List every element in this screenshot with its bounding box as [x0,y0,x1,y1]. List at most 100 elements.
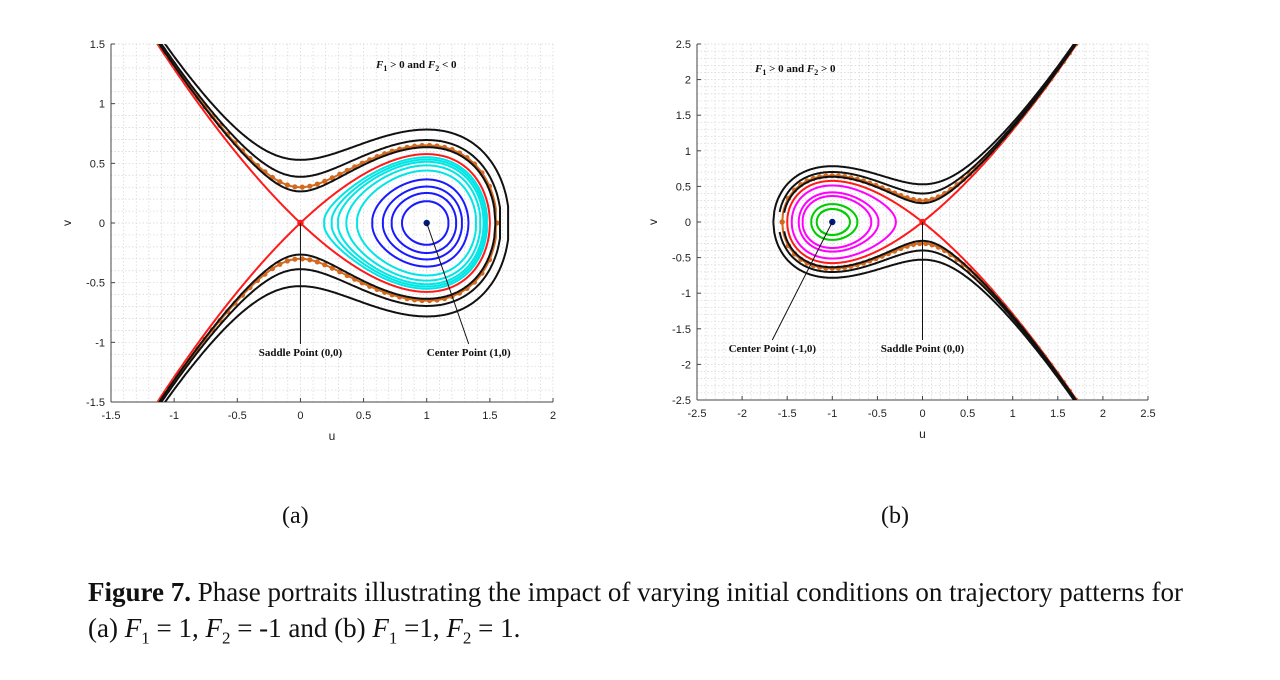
trajectory-marker [322,262,328,268]
trajectory-marker [1142,505,1147,510]
separatrix-loop [298,153,491,293]
closed-orbit [330,158,487,288]
y-tick-label: 1 [99,99,105,111]
phase-portrait-b: -2.5 -2 -1.5 -1 -0.5 0 0.5 1 1.5 2 2.5 -2.5 -2 -1.5 -1… [646,4,1156,521]
annotation-leader [426,222,470,345]
x-tick-label: -1 [169,410,179,422]
closed-orbit [371,178,470,268]
trajectory-marker [1104,444,1109,449]
y-tick-label: 1.5 [90,39,105,51]
x-tick-label: -2.5 [688,408,707,420]
trajectory-marker [1086,23,1091,28]
closed-orbit [390,192,458,254]
y-tick-label: -0.5 [86,278,105,290]
trajectory-marker [150,31,155,36]
y-tick-label: -1.5 [86,397,105,409]
x-tick-label: 0 [919,408,925,420]
x-tick-label: 1 [1010,408,1016,420]
trajectory-marker [1123,474,1128,479]
trajectory-marker [1092,425,1097,430]
closed-orbit [337,160,485,286]
trajectory-marker [1148,516,1153,521]
trajectory-marker [75,533,80,538]
trajectory-marker [1129,484,1134,489]
marker-group [75,8,500,538]
outer-trajectory [772,44,1076,400]
annotation-leader [771,221,833,341]
x-tick-label: 0.5 [356,410,371,422]
figure-charts: -1.5 -1 -0.5 0 0.5 1 1.5 2 -1.5 -1 -0.5 0 0.5 1 1.5 u v F… [60,4,1156,538]
trajectory-marker [90,507,95,512]
critical-point-label: Saddle Point (0,0) [881,343,965,355]
trajectory-marker [277,179,283,185]
trajectory-marker [105,481,110,486]
x-tick-label: -0.5 [868,408,887,420]
trajectory-marker [284,182,290,188]
y-tick-label: -2 [681,359,691,371]
trajectory-marker [150,410,155,415]
caption-text: Phase portraits illustrating the impact … [88,577,1184,648]
trajectory-marker [314,259,320,265]
trajectory-marker [1092,14,1097,19]
subfigure-label-a: (a) [282,503,309,529]
trajectory-marker [1098,4,1103,9]
outer-trajectory [158,44,497,402]
y-axis-label: v [60,220,74,226]
trajectory-marker [307,257,313,263]
trajectory-marker [128,445,133,450]
x-tick-label: 0 [297,410,303,422]
trajectory-marker [917,197,923,204]
x-tick-label: -1 [827,408,837,420]
trajectory-marker [1111,454,1116,459]
x-tick-label: -1.5 [778,408,797,420]
x-tick-label: 1.5 [1050,408,1065,420]
outer-trajectory [163,44,510,402]
trajectory-marker [113,469,118,474]
separatrix-branch [156,44,302,402]
y-tick-label: -1.5 [672,324,691,336]
trajectory-marker [292,256,298,262]
trajectory-marker [779,219,785,225]
trajectory-marker [329,265,335,271]
y-tick-label: 2 [685,75,691,87]
y-tick-label: 1 [685,146,691,158]
x-tick-label: 2.5 [1140,408,1155,420]
trajectory-marker [1117,464,1122,469]
outer-trajectory [160,44,501,402]
y-tick-label: -1 [681,288,691,300]
trajectory-marker [120,457,125,462]
trajectory-marker [135,8,140,13]
x-tick-label: 2 [550,410,556,422]
phase-portrait-a: -1.5 -1 -0.5 0 0.5 1 1.5 2 -1.5 -1 -0.5 0 0.5 1 1.5 u v F… [60,8,556,538]
trajectory-marker [143,422,148,427]
trajectory-marker [135,433,140,438]
closed-orbit [810,203,859,241]
trajectory-marker [83,520,88,525]
trajectory-marker [1098,435,1103,440]
closed-orbit [400,200,450,246]
trajectory-marker [292,184,298,190]
trajectory-marker [98,494,103,499]
grid [696,43,1149,401]
y-tick-label: -0.5 [672,253,691,265]
caption-label: Figure 7. [88,577,191,607]
closed-orbit [356,169,477,277]
closed-orbit [797,191,880,253]
trajectory-marker [1136,495,1141,500]
panel-title: F1 > 0 and F2 < 0 [375,59,457,73]
trajectory-marker [277,261,283,267]
critical-point-label: Center Point (-1,0) [729,343,817,355]
y-tick-label: 1.5 [676,110,691,122]
x-tick-label: 0.5 [960,408,975,420]
trajectory-marker [299,184,305,190]
closed-orbit [345,164,482,282]
figure-caption: Figure 7. Phase portraits illustrating t… [88,574,1208,656]
x-tick-label: -1.5 [102,410,121,422]
trajectory-marker [917,240,923,247]
trajectory-marker [322,178,328,184]
x-tick-label: 1.5 [482,410,497,422]
y-tick-label: -1 [95,337,105,349]
x-tick-label: 1 [424,410,430,422]
trajectories [75,8,510,538]
trajectory-marker [1086,416,1091,421]
